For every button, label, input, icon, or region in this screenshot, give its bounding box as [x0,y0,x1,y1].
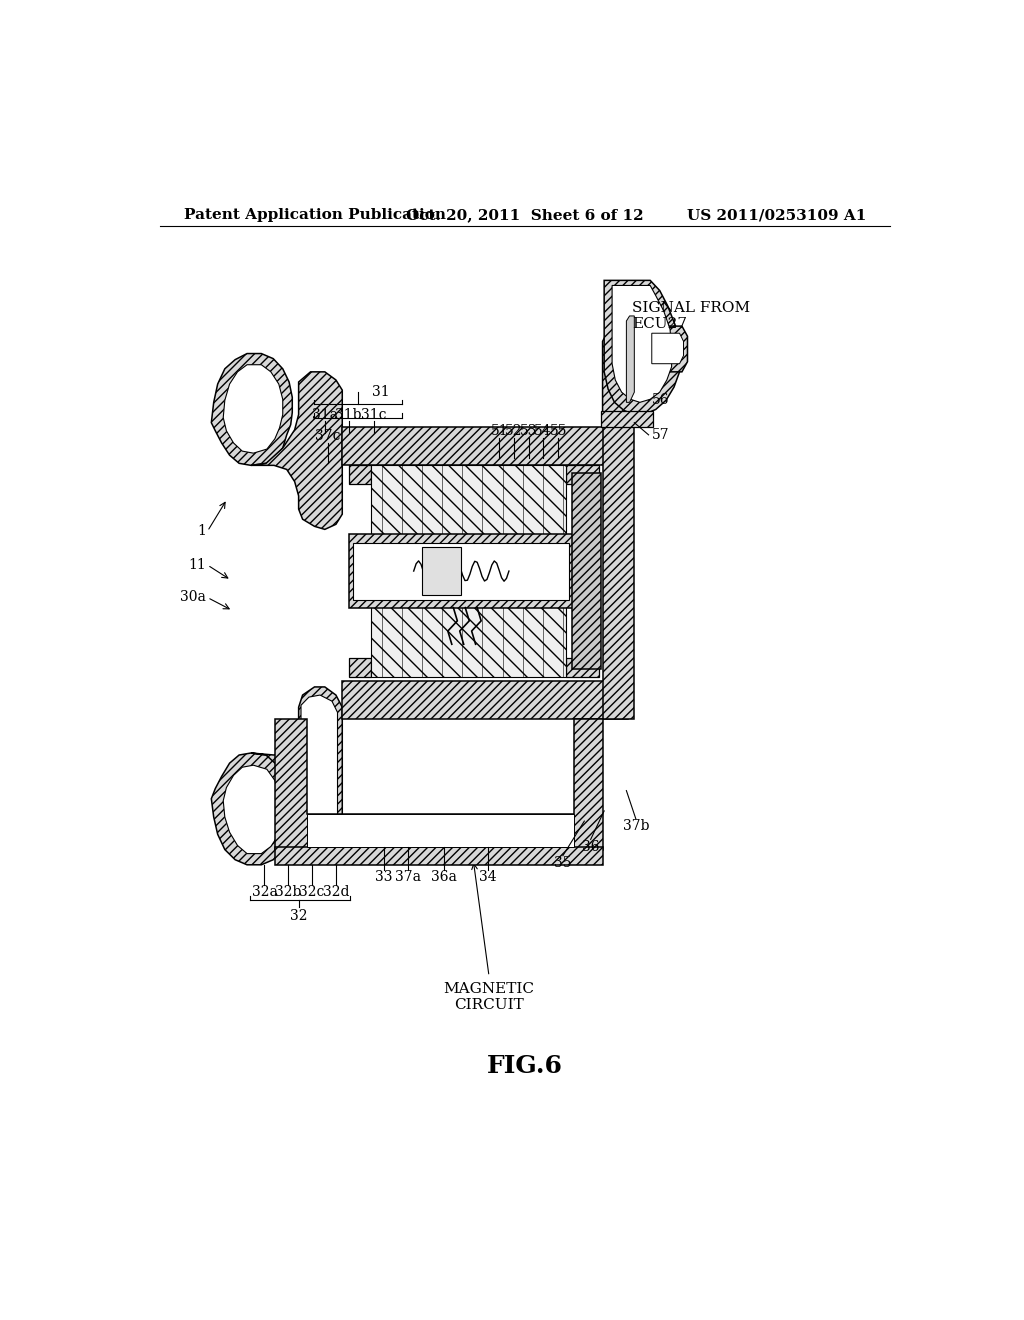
Text: Patent Application Publication: Patent Application Publication [183,209,445,222]
Polygon shape [211,752,292,865]
Polygon shape [251,686,342,850]
Polygon shape [348,535,574,607]
Polygon shape [602,426,634,719]
Polygon shape [422,546,461,595]
Polygon shape [566,659,599,677]
Text: 55: 55 [550,424,567,438]
Text: 37b: 37b [623,820,649,833]
Polygon shape [612,285,672,403]
Polygon shape [342,681,628,719]
Polygon shape [627,315,634,403]
Polygon shape [572,474,601,669]
Text: 31b: 31b [336,408,361,421]
Polygon shape [604,280,680,414]
Polygon shape [342,426,628,466]
Polygon shape [353,543,569,599]
Text: 57: 57 [652,428,670,442]
Polygon shape [251,372,342,529]
Text: MAGNETIC
CIRCUIT: MAGNETIC CIRCUIT [443,982,535,1012]
Text: 54: 54 [535,424,552,438]
Polygon shape [566,466,599,483]
Text: US 2011/0253109 A1: US 2011/0253109 A1 [687,209,866,222]
Text: 32c: 32c [299,886,325,899]
Polygon shape [223,364,283,453]
Polygon shape [371,466,566,677]
Polygon shape [348,466,371,483]
Polygon shape [301,696,338,837]
Polygon shape [652,333,684,364]
Text: SIGNAL FROM
ECU27: SIGNAL FROM ECU27 [632,301,750,331]
Text: FIG.6: FIG.6 [486,1055,563,1078]
Text: 36: 36 [582,840,599,854]
Polygon shape [223,766,283,854]
Text: 53: 53 [520,424,538,438]
Text: Oct. 20, 2011  Sheet 6 of 12: Oct. 20, 2011 Sheet 6 of 12 [406,209,644,222]
Text: 37a: 37a [395,870,421,884]
Polygon shape [601,412,652,426]
Polygon shape [306,814,574,846]
Polygon shape [602,312,650,426]
Polygon shape [274,846,602,865]
Polygon shape [348,659,371,677]
Polygon shape [211,354,292,466]
Text: 37c: 37c [315,429,341,444]
Text: 31c: 31c [361,408,387,421]
Text: 32b: 32b [275,886,301,899]
Text: 35: 35 [554,855,571,870]
Text: 32: 32 [290,908,307,923]
Text: 33: 33 [375,870,392,884]
Text: 52: 52 [505,424,522,438]
Text: 32a: 32a [252,886,278,899]
Text: 1: 1 [197,524,206,539]
Polygon shape [648,326,687,372]
Polygon shape [274,719,602,850]
Text: 30a: 30a [180,590,206,605]
Text: 31a: 31a [312,408,338,421]
Text: 31: 31 [372,385,389,399]
Text: 56: 56 [652,393,670,408]
Text: 11: 11 [188,558,206,572]
Text: 36a: 36a [431,870,457,884]
Text: 32d: 32d [323,886,349,899]
Text: 51: 51 [490,424,508,438]
Text: 34: 34 [478,870,497,884]
